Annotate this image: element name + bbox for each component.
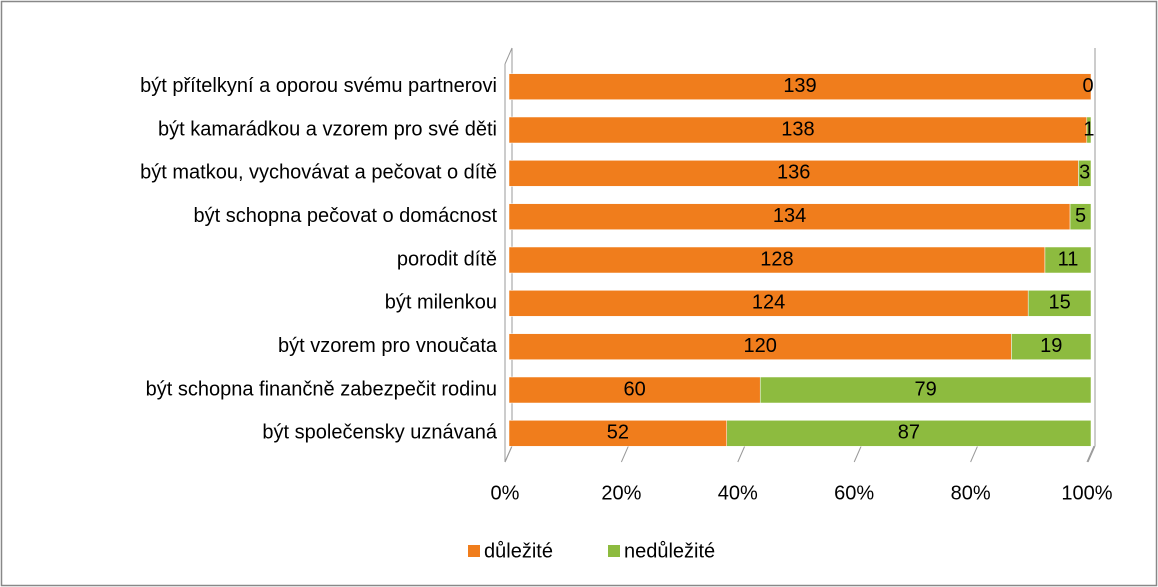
legend-swatch (608, 545, 620, 557)
data-label: 134 (773, 205, 806, 227)
data-label: 124 (752, 292, 785, 314)
x-tick-label: 40% (718, 482, 758, 504)
tick-mark (853, 445, 862, 463)
wall-edge (1087, 445, 1096, 463)
bar-segment (726, 420, 1092, 447)
data-label: 79 (914, 378, 936, 400)
bar-segment (759, 376, 1092, 404)
category-label: být vzorem pro vnoučata (278, 335, 498, 357)
category-label: být milenkou (385, 292, 497, 314)
data-label: 120 (744, 335, 777, 357)
bar-segment (508, 290, 1029, 317)
x-tick-label: 60% (834, 482, 874, 504)
data-label: 128 (760, 248, 793, 270)
x-tick-label: 20% (601, 482, 641, 504)
data-label: 3 (1079, 162, 1090, 184)
data-label: 1 (1083, 118, 1094, 140)
category-label: být matkou, vychovávat a pečovat o dítě (140, 162, 497, 184)
bar-segment (508, 420, 727, 447)
data-label: 0 (1082, 75, 1093, 97)
x-tick-label: 80% (951, 482, 991, 504)
tick-mark (970, 445, 979, 463)
bar-segment (508, 333, 1012, 360)
data-label: 136 (777, 162, 810, 184)
x-tick-label: 100% (1061, 482, 1112, 504)
bar-segment (508, 376, 761, 404)
x-tick-label: 0% (491, 482, 520, 504)
bar-segment (508, 116, 1088, 144)
category-label: být přítelkyní a oporou svému partnerovi (140, 75, 497, 97)
category-label: být schopna finančně zabezpečit rodinu (146, 378, 497, 400)
data-label: 87 (898, 422, 920, 444)
bar-segment (1069, 203, 1092, 230)
bar-segment (1086, 116, 1092, 144)
bar-segment (1078, 160, 1092, 187)
legend-swatch (468, 545, 480, 557)
category-label: porodit dítě (397, 248, 497, 270)
bar-segment (508, 73, 1092, 100)
data-label: 5 (1075, 205, 1086, 227)
bar-segment (1011, 333, 1092, 360)
tick-mark (737, 445, 746, 463)
tick-mark (1086, 445, 1095, 463)
category-label: být schopna pečovat o domácnost (193, 205, 497, 227)
tick-mark (504, 445, 513, 463)
data-label: 15 (1048, 292, 1070, 314)
data-label: 139 (783, 75, 816, 97)
data-label: 138 (781, 118, 814, 140)
category-label: být kamarádkou a vzorem pro své děti (158, 118, 497, 140)
legend-label: důležité (484, 540, 553, 562)
bar-segment (1027, 290, 1092, 317)
data-label: 52 (607, 422, 629, 444)
data-label: 11 (1058, 248, 1079, 270)
data-label: 60 (623, 378, 645, 400)
category-label: být společensky uznávaná (262, 422, 497, 444)
tick-mark (620, 445, 629, 463)
legend-label: nedůležité (624, 540, 715, 562)
bar-segment (508, 203, 1071, 230)
bar-segment (1044, 246, 1092, 274)
bar-segment (508, 160, 1079, 187)
wall-edge (504, 47, 513, 65)
data-label: 19 (1040, 335, 1062, 357)
